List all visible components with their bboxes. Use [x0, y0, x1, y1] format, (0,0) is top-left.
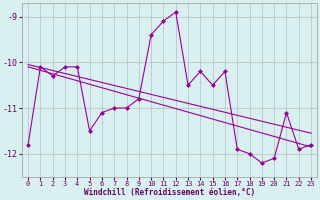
X-axis label: Windchill (Refroidissement éolien,°C): Windchill (Refroidissement éolien,°C)	[84, 188, 255, 197]
